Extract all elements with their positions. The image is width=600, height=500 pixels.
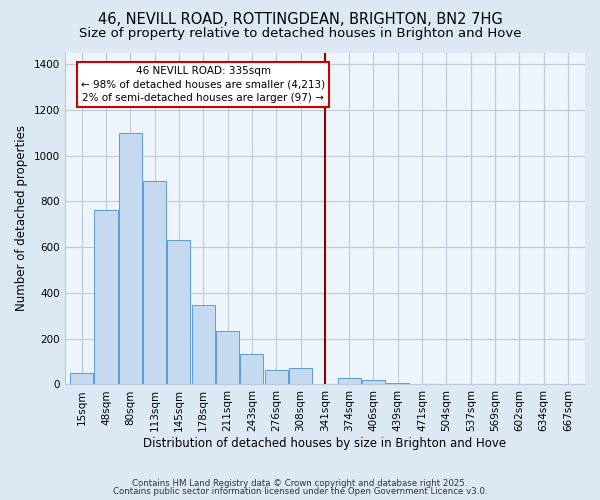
Bar (241, 354, 263, 384)
Text: 46 NEVILL ROAD: 335sqm
← 98% of detached houses are smaller (4,213)
2% of semi-d: 46 NEVILL ROAD: 335sqm ← 98% of detached… (81, 66, 325, 102)
Bar (192, 305, 215, 384)
Bar (289, 368, 312, 384)
Text: Contains HM Land Registry data © Crown copyright and database right 2025.: Contains HM Land Registry data © Crown c… (132, 478, 468, 488)
Bar (167, 240, 190, 384)
Text: Size of property relative to detached houses in Brighton and Hove: Size of property relative to detached ho… (79, 28, 521, 40)
Text: 46, NEVILL ROAD, ROTTINGDEAN, BRIGHTON, BN2 7HG: 46, NEVILL ROAD, ROTTINGDEAN, BRIGHTON, … (98, 12, 502, 28)
Bar (216, 330, 239, 384)
Bar (119, 132, 142, 384)
Text: Contains public sector information licensed under the Open Government Licence v3: Contains public sector information licen… (113, 487, 487, 496)
Bar (362, 380, 385, 384)
Bar (143, 180, 166, 384)
Bar (338, 378, 361, 384)
Bar (94, 210, 118, 384)
Bar (265, 370, 288, 384)
Bar (386, 383, 409, 384)
X-axis label: Distribution of detached houses by size in Brighton and Hove: Distribution of detached houses by size … (143, 437, 506, 450)
Bar (70, 373, 93, 384)
Y-axis label: Number of detached properties: Number of detached properties (15, 126, 28, 312)
